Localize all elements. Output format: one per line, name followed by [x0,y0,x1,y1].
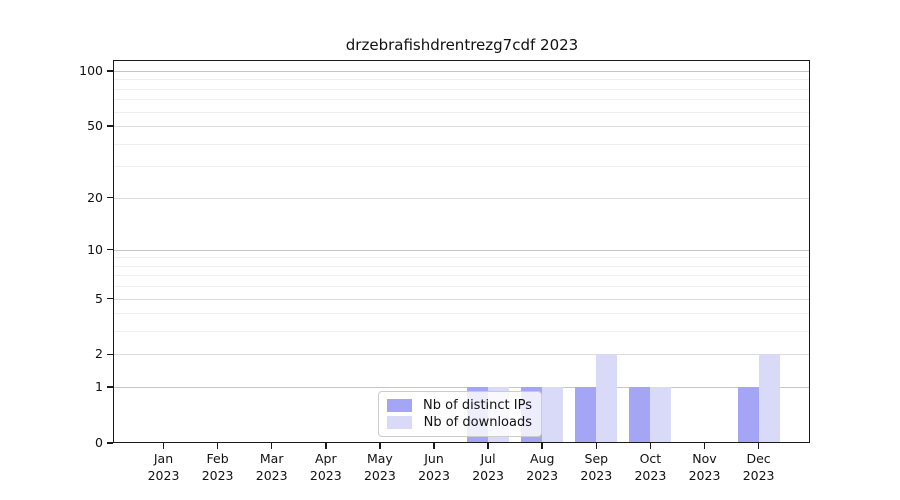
x-tick-mark [541,443,543,449]
y-tick-label: 2 [95,346,103,362]
y-tick-mark [107,297,113,300]
gridline [114,99,810,101]
bar-downloads-dec [758,354,780,443]
bar-downloads-oct [650,387,672,443]
x-tick-label: Nov 2023 [688,451,721,483]
gridline [114,257,810,259]
x-tick-label: Feb 2023 [201,451,234,483]
x-tick-mark [162,443,165,449]
legend-row: Nb of downloads [387,415,532,431]
y-tick-mark [107,442,113,444]
x-tick-mark [379,443,381,449]
y-tick-label: 5 [95,290,103,306]
x-tick-label: May 2023 [363,451,396,483]
gridline [114,126,810,128]
legend-label: Nb of downloads [423,415,532,430]
bar-distinct-ips-dec [737,387,759,443]
y-tick-mark [107,125,113,127]
gridline [114,313,810,315]
gridline [114,286,810,288]
x-tick-label: Dec 2023 [742,451,775,483]
gridline [114,71,810,72]
y-tick-label: 1 [95,379,103,395]
gridline [114,275,810,277]
y-tick-label: 50 [87,118,103,134]
y-tick-mark [107,248,113,251]
bar-distinct-ips-oct [629,387,651,443]
x-tick-mark [703,443,706,449]
legend: Nb of distinct IPs Nb of downloads [378,391,542,437]
y-tick-label: 20 [87,189,103,205]
legend-label: Nb of distinct IPs [423,398,532,413]
x-tick-mark [595,443,598,449]
x-tick-mark [270,443,273,449]
y-tick-mark [107,70,113,72]
y-tick-label: 0 [95,435,103,450]
x-tick-label: Jan 2023 [147,451,180,483]
gridline [114,166,810,168]
x-tick-label: Sep 2023 [580,451,613,483]
x-tick-mark [216,443,219,449]
x-tick-label: Jun 2023 [418,451,450,483]
y-tick-mark [107,196,113,199]
legend-swatch-downloads_bar [387,416,412,429]
chart-title: drzebrafishdrentrezg7cdf 2023 [345,36,579,54]
bar-distinct-ips-sep [575,387,597,443]
gridline [114,265,810,267]
x-tick-mark [325,443,327,449]
x-tick-mark [757,443,760,449]
gridline [114,298,810,300]
gridline [114,79,810,81]
gridline [114,143,810,145]
legend-swatch-ips_bar [387,399,412,412]
y-tick-mark [107,353,113,356]
gridline [114,111,810,113]
y-tick-mark [107,386,113,388]
legend-row: Nb of distinct IPs [387,398,532,414]
y-tick-label: 10 [87,241,103,257]
plot-area [114,61,810,443]
gridline [114,387,810,389]
bar-downloads-aug [542,387,564,443]
x-tick-mark [649,443,652,449]
x-tick-mark [433,443,435,449]
gridline [114,197,810,199]
x-tick-label: Oct 2023 [634,451,667,483]
x-tick-mark [487,443,489,449]
x-tick-label: Aug 2023 [526,451,559,483]
x-tick-label: Mar 2023 [255,451,288,483]
x-tick-label: Apr 2023 [309,451,342,483]
gridline [114,249,810,251]
gridline [114,331,810,333]
x-tick-label: Jul 2023 [472,451,504,483]
y-tick-label: 100 [79,63,103,78]
bar-downloads-sep [596,354,618,443]
gridline [114,354,810,356]
gridline [114,88,810,90]
